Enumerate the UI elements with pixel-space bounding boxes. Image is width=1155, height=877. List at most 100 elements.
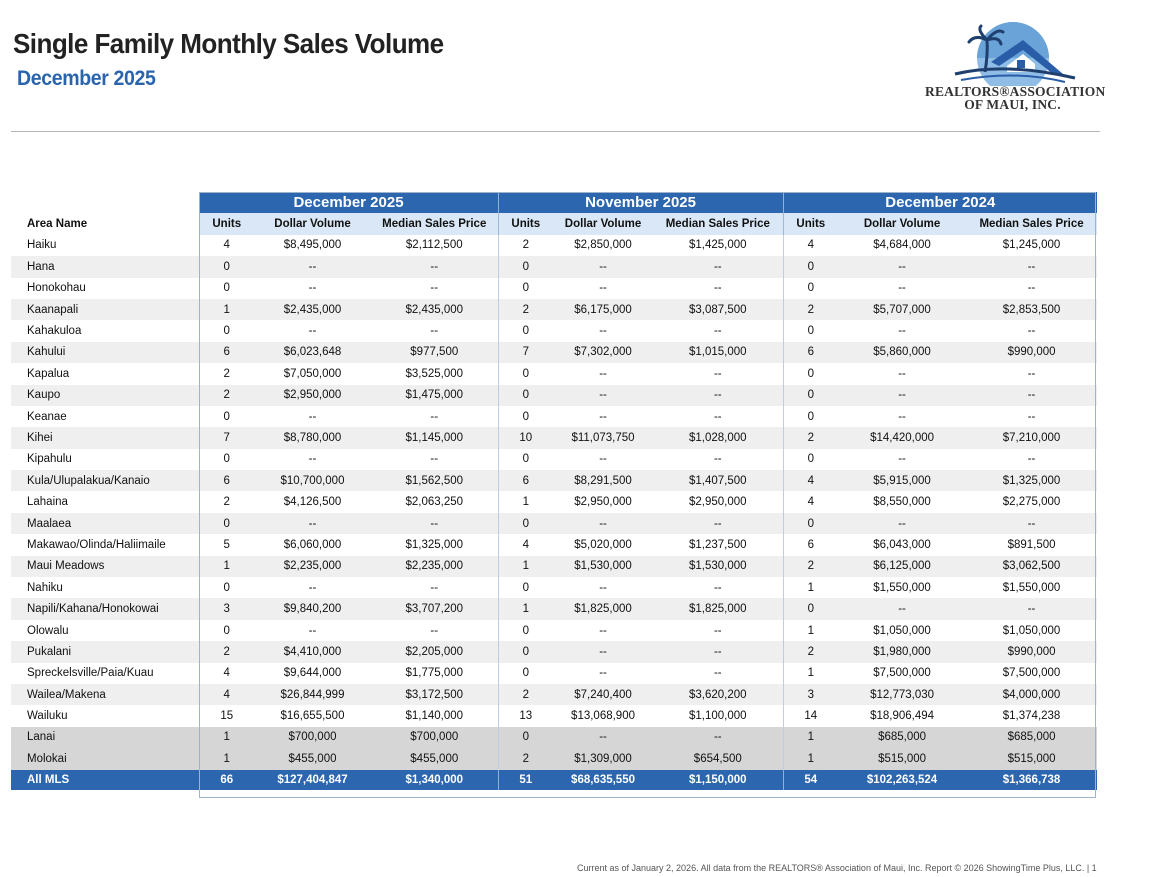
median-price-cell: $2,063,250 [371,491,499,513]
units-cell: 2 [198,363,254,385]
median-price-cell: $1,562,500 [371,470,499,492]
median-price-cell: $1,340,000 [371,769,499,790]
median-price-cell: -- [653,384,784,406]
units-cell: 1 [497,555,554,578]
area-name-cell: Keanae [11,405,199,428]
dollar-volume-cell: -- [553,641,654,663]
dollar-volume-cell: -- [553,405,654,428]
area-name-cell: Kaanapali [11,298,199,321]
dollar-volume-cell: -- [838,363,967,385]
units-header: Units [198,213,254,235]
median-price-cell: $990,000 [966,341,1098,364]
units-cell: 66 [198,769,254,790]
units-cell: 4 [198,662,254,684]
dollar-volume-cell: $8,550,000 [838,491,967,513]
median-price-cell: $3,087,500 [653,298,784,321]
table-row: Wailea/Makena 4 $26,844,999 $3,172,500 2 $7,2… [11,683,1098,706]
units-cell: 2 [782,555,839,578]
dollar-volume-cell: $7,240,400 [553,683,654,706]
dollar-volume-cell: $2,950,000 [254,384,371,406]
logo-text-line1: REALTORS®ASSOCIATION [925,84,1106,99]
median-price-cell: $2,235,000 [371,555,499,578]
units-cell: 3 [782,683,839,706]
table-row: Kahakuloa 0 -- -- 0 -- -- 0 -- -- [11,320,1098,342]
median-price-cell: -- [371,256,499,278]
dollar-volume-cell: $7,500,000 [838,662,967,684]
table-row: Haiku 4 $8,495,000 $2,112,500 2 $2,850,000 $1,… [11,234,1098,257]
median-price-cell: $1,140,000 [371,705,499,727]
units-cell: 2 [497,748,554,770]
table-body: Haiku 4 $8,495,000 $2,112,500 2 $2,850,000 $1,… [11,234,1098,790]
area-name-cell: Nahiku [11,577,199,599]
units-cell: 6 [198,470,254,492]
median-price-cell: -- [653,662,784,684]
units-cell: 4 [198,234,254,257]
median-price-cell: -- [371,577,499,599]
dollar-volume-cell: $7,302,000 [553,341,654,364]
median-price-cell: $1,475,000 [371,384,499,406]
units-cell: 4 [782,470,839,492]
area-name-cell: Spreckelsville/Paia/Kuau [11,662,199,684]
units-cell: 15 [198,705,254,727]
median-price-cell: $1,825,000 [653,598,784,620]
dollar-volume-cell: $14,420,000 [838,427,967,449]
median-price-cell: -- [966,277,1098,299]
units-cell: 0 [497,512,554,535]
median-price-cell: $990,000 [966,641,1098,663]
units-cell: 0 [198,405,254,428]
dollar-volume-cell: -- [254,619,371,642]
page-title: Single Family Monthly Sales Volume [13,28,444,59]
units-cell: 0 [198,577,254,599]
median-price-header: Median Sales Price [653,213,784,235]
median-price-cell: $2,435,000 [371,298,499,321]
table-row: Kipahulu 0 -- -- 0 -- -- 0 -- -- [11,448,1098,471]
median-price-cell: -- [653,512,784,535]
dollar-volume-cell: -- [254,320,371,342]
units-cell: 4 [782,491,839,513]
median-price-cell: -- [653,256,784,278]
period-header-row: December 2025 November 2025 December 202… [11,192,1098,214]
dollar-volume-cell: -- [553,577,654,599]
dollar-volume-cell: -- [838,598,967,620]
units-cell: 2 [198,384,254,406]
area-name-cell: Maalaea [11,512,199,535]
units-cell: 0 [497,448,554,471]
units-cell: 0 [497,320,554,342]
median-price-cell: $1,775,000 [371,662,499,684]
units-cell: 0 [782,405,839,428]
units-cell: 1 [497,598,554,620]
area-name-cell: Maui Meadows [11,555,199,578]
median-price-cell: $2,112,500 [371,234,499,257]
median-price-cell: $2,205,000 [371,641,499,663]
table-row: Kula/Ulupalakua/Kanaio 6 $10,700,000 $1,562… [11,470,1098,492]
median-price-cell: $7,500,000 [966,662,1098,684]
sales-volume-table: December 2025 November 2025 December 202… [11,192,1098,790]
median-price-cell: -- [966,405,1098,428]
page-subtitle: December 2025 [17,67,156,90]
units-cell: 7 [497,341,554,364]
dollar-volume-cell: $2,950,000 [553,491,654,513]
blank-header-cell [11,192,199,214]
units-cell: 0 [198,448,254,471]
table-row: Kapalua 2 $7,050,000 $3,525,000 0 -- -- 0 -- -- [11,363,1098,385]
median-price-cell: -- [966,320,1098,342]
dollar-volume-cell: $8,495,000 [254,234,371,257]
units-cell: 1 [782,726,839,749]
table-row: Keanae 0 -- -- 0 -- -- 0 -- -- [11,405,1098,428]
area-name-cell: Kapalua [11,363,199,385]
median-price-cell: -- [966,363,1098,385]
median-price-cell: $1,425,000 [653,234,784,257]
median-price-cell: -- [653,726,784,749]
dollar-volume-cell: $1,530,000 [553,555,654,578]
area-name-cell: Honokohau [11,277,199,299]
area-name-cell: Wailuku [11,705,199,727]
dollar-volume-cell: $1,980,000 [838,641,967,663]
dollar-volume-cell: $8,780,000 [254,427,371,449]
dollar-volume-cell: $10,700,000 [254,470,371,492]
median-price-cell: $515,000 [966,748,1098,770]
units-cell: 51 [497,769,554,790]
dollar-volume-cell: $26,844,999 [254,683,371,706]
median-price-cell: -- [966,512,1098,535]
units-cell: 1 [782,748,839,770]
median-price-cell: -- [653,277,784,299]
